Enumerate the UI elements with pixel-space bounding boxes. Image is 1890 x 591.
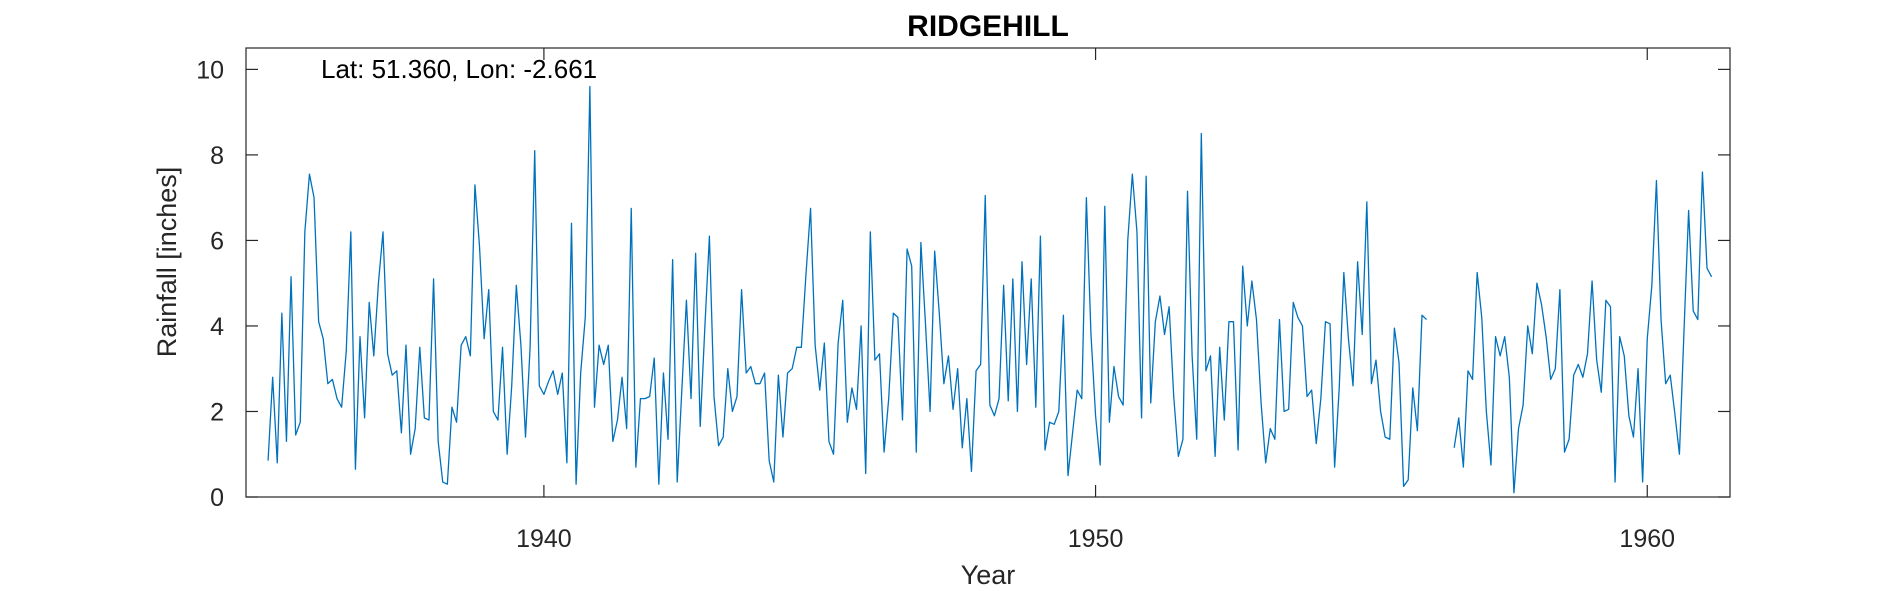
rainfall-series-line-segment [1453, 171, 1713, 494]
x-tick-label: 1940 [516, 525, 572, 553]
x-axis-label: Year [961, 560, 1016, 590]
location-annotation: Lat: 51.360, Lon: -2.661 [321, 54, 597, 84]
y-tick-label: 4 [210, 313, 224, 341]
y-axis-label: Rainfall [inches] [152, 167, 182, 358]
rainfall-series-line [267, 85, 1428, 487]
x-tick-label: 1960 [1619, 525, 1675, 553]
tick-labels: 1940 1950 1960 0 2 4 6 8 10 [196, 56, 1675, 553]
chart-title: RIDGEHILL [907, 10, 1069, 43]
y-tick-label: 10 [196, 56, 224, 84]
y-tick-label: 6 [210, 227, 224, 255]
y-tick-label: 0 [210, 484, 224, 512]
y-tick-label: 8 [210, 142, 224, 170]
y-tick-label: 2 [210, 398, 224, 426]
x-tick-label: 1950 [1068, 525, 1124, 553]
axis-ticks [246, 48, 1730, 498]
plot-area [245, 47, 1731, 498]
